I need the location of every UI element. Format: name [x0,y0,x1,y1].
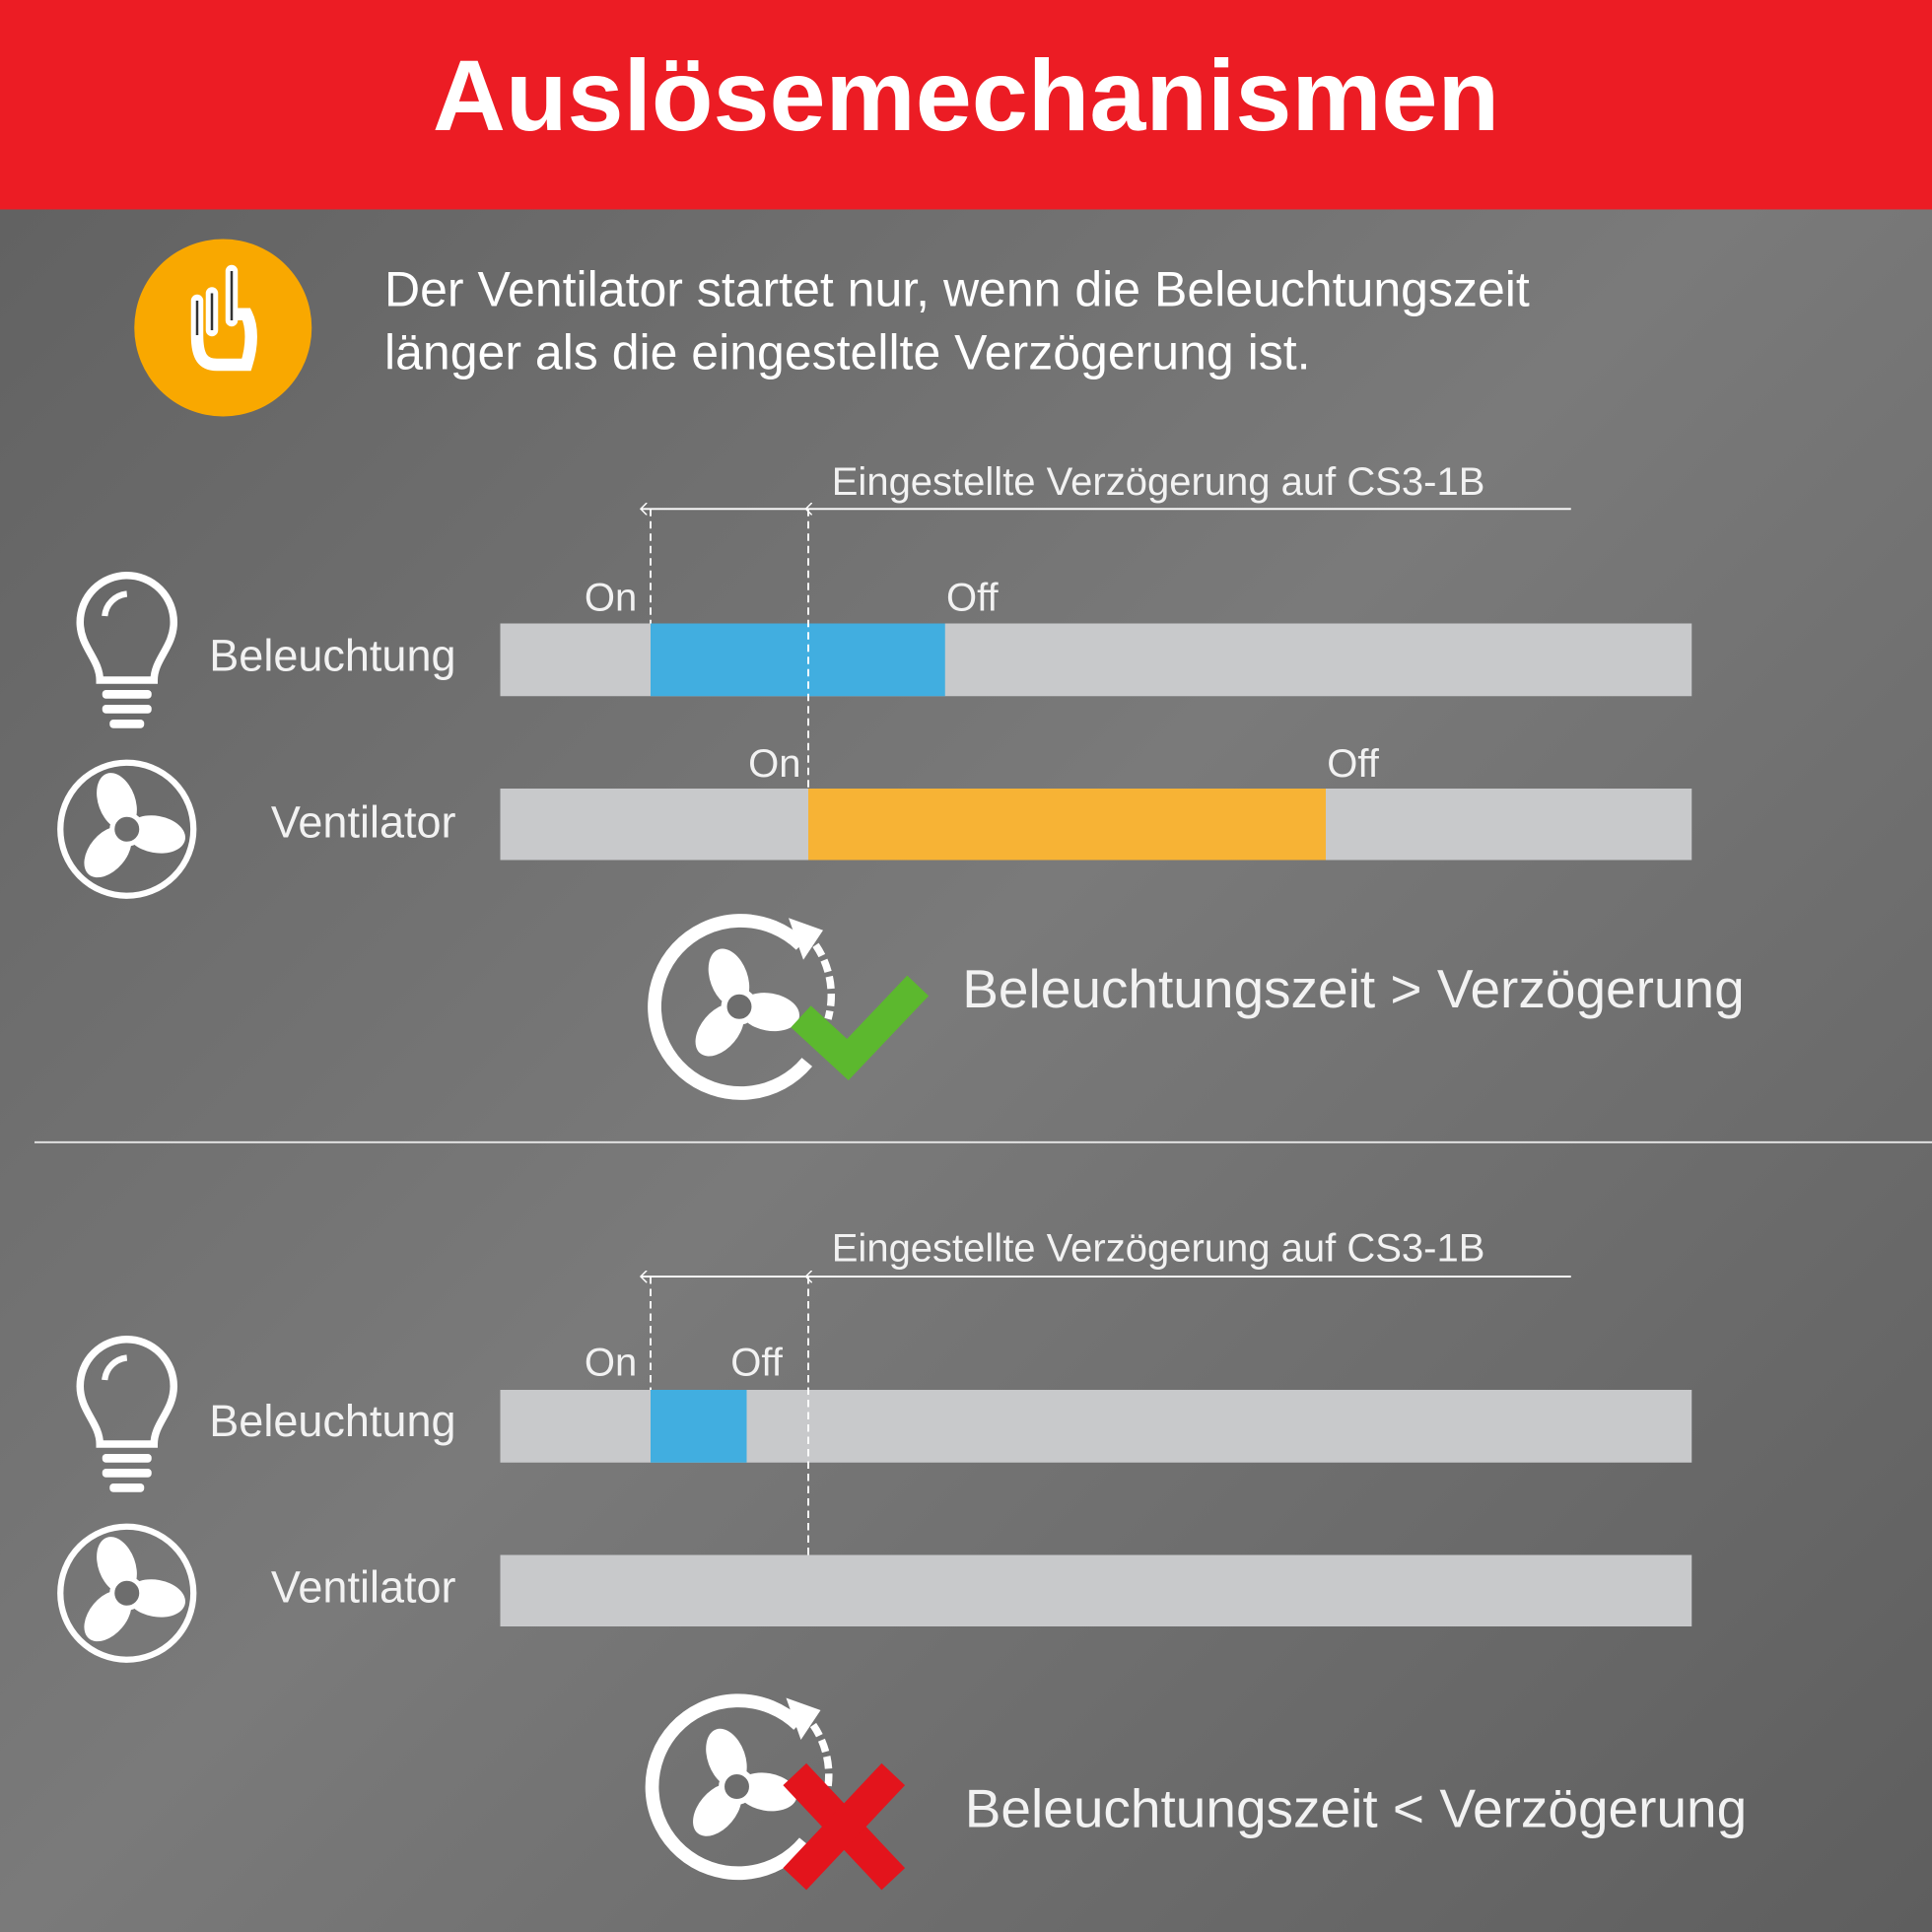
row-label: Ventilator [271,1562,456,1613]
note-line: länger als die eingestellte Verzögerung … [384,324,1310,380]
row-label: Beleuchtung [209,1396,455,1446]
light-on-bar [651,1390,747,1463]
row-label: Ventilator [271,796,456,847]
title: Auslösemechanismen [433,38,1499,152]
delay-label: Eingestellte Verzögerung auf CS3-1B [832,460,1485,504]
check-mark [791,975,930,1081]
timing-section: Eingestellte Verzögerung auf CS3-1B Bele… [60,460,1745,1093]
fan-on-bar [808,789,1326,861]
timeline-bar [500,1554,1692,1626]
row-label: Beleuchtung [209,631,455,681]
timing-section: Eingestellte Verzögerung auf CS3-1B Bele… [60,1226,1747,1891]
on-label: On [748,742,800,786]
note-icon [134,239,312,417]
header-bar [0,0,1932,210]
light-on-bar [651,623,945,697]
cross-mark [783,1762,906,1891]
note-line: Der Ventilator startet nur, wenn die Bel… [384,262,1530,317]
result-text: Beleuchtungszeit < Verzögerung [965,1777,1747,1838]
on-label: On [585,576,637,619]
result-text: Beleuchtungszeit > Verzögerung [962,958,1744,1019]
on-label: On [585,1342,637,1385]
off-label: Off [1327,742,1380,786]
delay-label: Eingestellte Verzögerung auf CS3-1B [832,1226,1485,1270]
off-label: Off [946,576,1000,619]
off-label: Off [730,1342,784,1385]
